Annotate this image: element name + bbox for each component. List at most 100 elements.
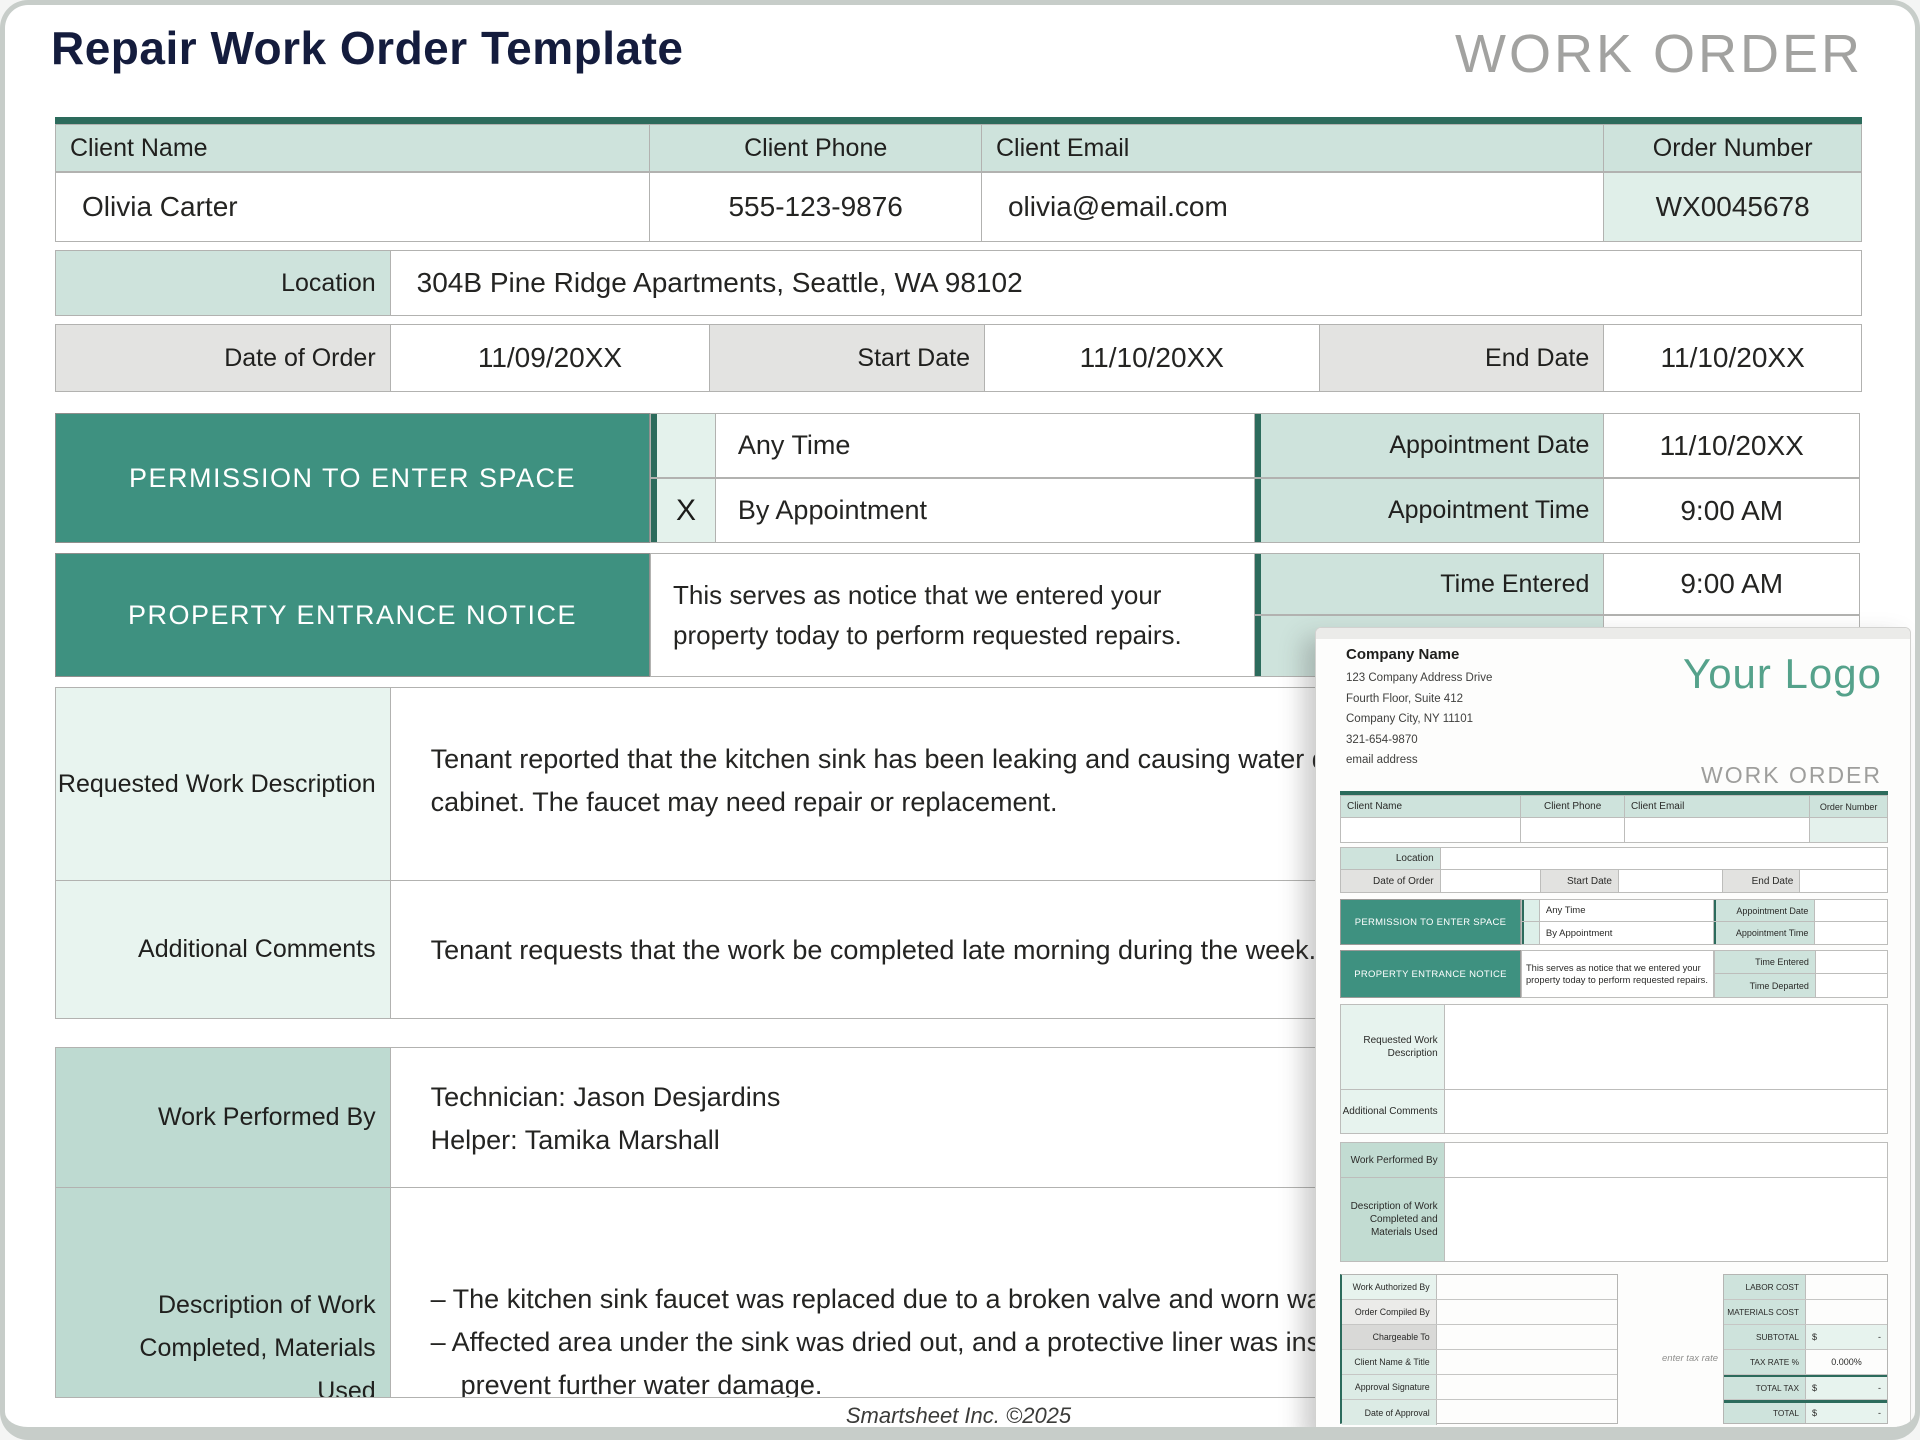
thumb-phone: 321-654-9870 <box>1346 733 1418 746</box>
work-order-watermark: WORK ORDER <box>1455 24 1863 84</box>
end-date-value: 11/10/20XX <box>1660 342 1805 373</box>
thumb-approval-table: Work Authorized By Order Compiled By Cha… <box>1340 1274 1618 1425</box>
thumb-client-value-row <box>1340 818 1888 843</box>
thumb-by-appointment-label: By Appointment <box>1540 922 1714 944</box>
thumb-order-compiled-value <box>1437 1300 1617 1324</box>
empty-amount: - <box>1878 1332 1881 1342</box>
thumb-start-date-label: Start Date <box>1541 870 1619 892</box>
thumb-address-line2: Fourth Floor, Suite 412 <box>1346 692 1463 705</box>
footer-credit: Smartsheet Inc. ©2025 <box>845 1403 1072 1428</box>
appointment-time-value: 9:00 AM <box>1680 494 1784 526</box>
thumb-cost-row: LABOR COST <box>1724 1275 1887 1300</box>
thumb-additional-comments-label: Additional Comments <box>1341 1090 1445 1133</box>
requested-work-value: Tenant reported that the kitchen sink ha… <box>391 688 1861 880</box>
thumb-appointment-time-value <box>1815 922 1887 944</box>
client-phone-value: 555-123-9876 <box>650 173 982 241</box>
requested-work-line2: cabinet. The faucet may need repair or r… <box>430 787 1058 817</box>
thumb-date-of-order-label: Date of Order <box>1341 870 1441 892</box>
thumb-entrance-banner: PROPERTY ENTRANCE NOTICE <box>1340 950 1521 998</box>
thumb-time-entered-label: Time Entered <box>1715 951 1816 973</box>
thumb-header-rule <box>1340 791 1888 795</box>
appointment-date-label: Appointment Date <box>1255 414 1605 477</box>
thumb-by-appointment-checkbox <box>1522 922 1540 944</box>
thumb-appointment-time-label: Appointment Time <box>1713 922 1816 944</box>
thumb-cost-row: SUBTOTAL $ - <box>1724 1325 1887 1350</box>
date-of-order-value: 11/09/20XX <box>391 325 711 391</box>
client-name-value: Olivia Carter <box>56 173 651 241</box>
thumb-work-completed-label: Description of Work Completed and Materi… <box>1341 1178 1445 1261</box>
thumb-client-phone-header: Client Phone <box>1521 796 1625 817</box>
date-of-order-label: Date of Order <box>56 325 391 391</box>
thumb-client-name-cell <box>1341 818 1522 842</box>
entrance-notice-text: This serves as notice that we entered yo… <box>673 580 1182 650</box>
by-appointment-row: X By Appointment Appointment Time 9:00 A… <box>650 478 1860 543</box>
dates-row: Date of Order 11/09/20XX Start Date 11/1… <box>55 324 1862 392</box>
client-name-header: Client Name <box>56 125 651 171</box>
thumb-total-tax-label: TOTAL TAX <box>1724 1377 1806 1399</box>
thumb-total-value: $ - <box>1806 1403 1887 1423</box>
thumb-work-performed-row: Work Performed By <box>1340 1142 1888 1178</box>
any-time-label: Any Time <box>716 414 1256 477</box>
thumb-end-date-value <box>1800 870 1887 892</box>
thumb-dates-row: Date of Order Start Date End Date <box>1340 870 1888 893</box>
thumb-any-time-checkbox <box>1522 900 1540 921</box>
thumb-cost-table: LABOR COST MATERIALS COST SUBTOTAL $ - T… <box>1723 1274 1888 1424</box>
start-date-label: Start Date <box>710 325 985 391</box>
thumb-labor-cost-label: LABOR COST <box>1724 1275 1806 1299</box>
client-phone-header: Client Phone <box>650 125 982 171</box>
thumb-logo-placeholder: Your Logo <box>1683 650 1882 697</box>
thumb-cost-row: TOTAL TAX $ - <box>1724 1375 1887 1400</box>
entrance-banner: PROPERTY ENTRANCE NOTICE <box>55 553 650 677</box>
thumb-work-order-watermark: WORK ORDER <box>1701 762 1882 788</box>
work-performed-label: Work Performed By <box>56 1048 391 1187</box>
requested-work-line1: Tenant reported that the kitchen sink ha… <box>430 744 1485 774</box>
appointment-date-value: 11/10/20XX <box>1659 429 1804 461</box>
thumb-approval-row: Client Name & Title <box>1342 1350 1617 1375</box>
thumb-approval-row: Approval Signature <box>1342 1375 1617 1400</box>
thumb-approval-row: Order Compiled By <box>1342 1300 1617 1325</box>
work-completed-line2: – Affected area under the sink was dried… <box>430 1327 1415 1357</box>
thumb-materials-cost-value <box>1806 1300 1887 1324</box>
thumb-time-departed-label: Time Departed <box>1715 974 1816 997</box>
thumb-appointment-date-value <box>1815 900 1887 921</box>
thumb-location-row: Location <box>1340 847 1888 870</box>
thumb-additional-comments-row: Additional Comments <box>1340 1090 1888 1134</box>
thumbnail-top-edge <box>1316 628 1910 639</box>
additional-comments-line1: Tenant requests that the work be complet… <box>430 935 1317 965</box>
thumb-tax-note: enter tax rate <box>1662 1353 1718 1364</box>
thumb-by-appointment-row: By Appointment Appointment Time <box>1521 922 1888 945</box>
thumb-location-label: Location <box>1341 848 1441 869</box>
client-email-value: olivia@email.com <box>982 173 1605 241</box>
location-value: 304B Pine Ridge Apartments, Seattle, WA … <box>416 267 1023 298</box>
currency-symbol: $ <box>1812 1332 1818 1342</box>
thumb-requested-work-label: Requested Work Description <box>1341 1005 1445 1089</box>
client-value-row: Olivia Carter 555-123-9876 olivia@email.… <box>55 172 1862 242</box>
thumb-work-authorized-value <box>1437 1275 1617 1299</box>
end-date-label: End Date <box>1319 325 1605 391</box>
work-performed-line1: Technician: Jason Desjardins <box>430 1082 781 1112</box>
thumb-appointment-date-label: Appointment Date <box>1713 900 1816 921</box>
thumb-date-of-approval-label: Date of Approval <box>1342 1400 1437 1425</box>
thumb-requested-work-row: Requested Work Description <box>1340 1004 1888 1090</box>
thumb-work-completed-value <box>1445 1178 1887 1261</box>
thumb-approval-signature-label: Approval Signature <box>1342 1375 1437 1399</box>
thumb-work-performed-label: Work Performed By <box>1341 1143 1445 1177</box>
time-entered-label: Time Entered <box>1255 554 1605 614</box>
thumb-client-email-cell <box>1625 818 1811 842</box>
thumb-work-completed-row: Description of Work Completed and Materi… <box>1340 1178 1888 1262</box>
thumb-company-address: 123 Company Address Drive Fourth Floor, … <box>1346 668 1492 771</box>
thumb-order-number-cell <box>1810 818 1888 842</box>
entrance-notice-cell: This serves as notice that we entered yo… <box>650 553 1255 677</box>
thumb-client-header-row: Client Name Client Phone Client Email Or… <box>1340 795 1888 818</box>
any-time-row: Any Time Appointment Date 11/10/20XX <box>650 413 1860 478</box>
empty-amount: - <box>1878 1408 1881 1418</box>
thumb-cost-row: MATERIALS COST <box>1724 1300 1887 1325</box>
thumb-work-authorized-label: Work Authorized By <box>1342 1275 1437 1299</box>
additional-comments-label: Additional Comments <box>56 881 391 1018</box>
template-preview-thumbnail: Company Name 123 Company Address Drive F… <box>1315 627 1911 1427</box>
thumb-any-time-label: Any Time <box>1540 900 1714 921</box>
work-completed-line3: prevent further water damage. <box>460 1370 823 1397</box>
thumb-order-compiled-label: Order Compiled By <box>1342 1300 1437 1324</box>
thumb-email: email address <box>1346 754 1418 766</box>
